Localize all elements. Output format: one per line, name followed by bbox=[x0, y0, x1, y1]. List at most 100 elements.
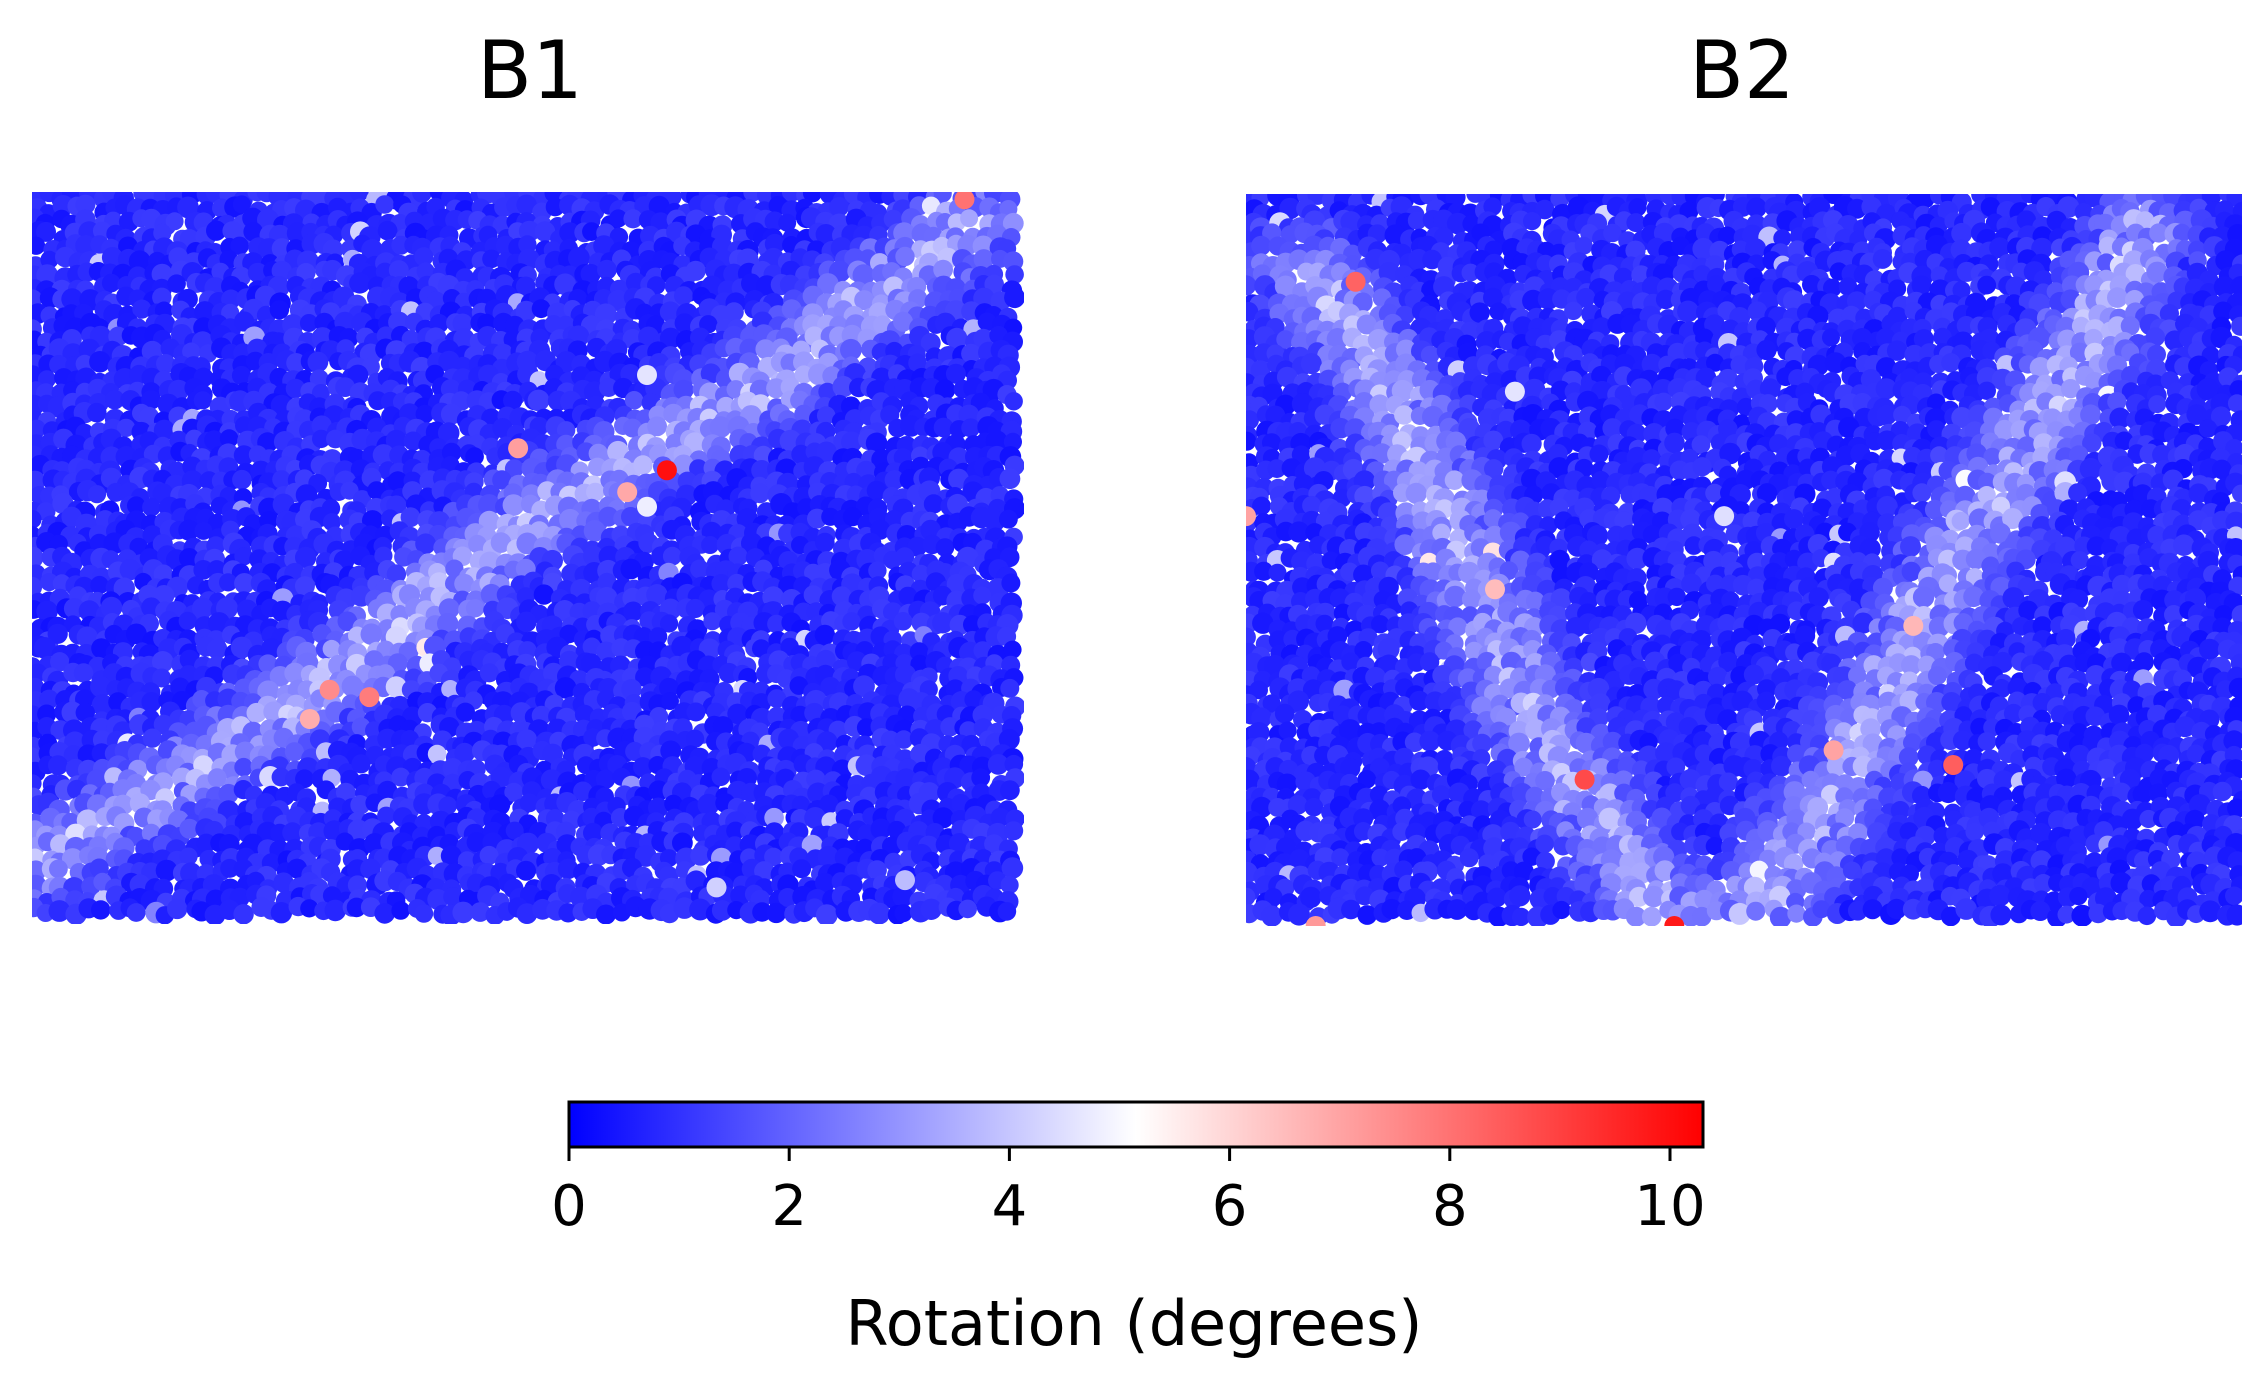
scatter-point-b1 bbox=[222, 664, 243, 685]
scatter-point-b1 bbox=[32, 510, 42, 529]
scatter-point-b1 bbox=[973, 287, 995, 309]
scatter-point-b1 bbox=[960, 209, 979, 228]
scatter-point-b1 bbox=[230, 636, 253, 659]
scatter-point-b1 bbox=[515, 300, 537, 322]
scatter-point-b1 bbox=[269, 300, 290, 320]
scatter-point-b1 bbox=[933, 417, 954, 438]
panel-b2-title: B2 bbox=[1689, 24, 1795, 117]
scatter-point-b1 bbox=[90, 676, 112, 698]
scatter-point-b1 bbox=[179, 548, 200, 569]
scatter-point-b1 bbox=[685, 729, 705, 748]
scatter-point-b1 bbox=[322, 639, 341, 658]
scatter-point-b1 bbox=[87, 402, 107, 423]
scatter-point-b2 bbox=[1626, 213, 1646, 233]
scatter-point-b1 bbox=[792, 859, 812, 879]
scatter-point-b1 bbox=[716, 396, 736, 417]
scatter-point-b1 bbox=[1004, 821, 1024, 841]
scatter-point-b1 bbox=[803, 585, 823, 605]
scatter-point-b1 bbox=[36, 264, 59, 286]
scatter-point-b1 bbox=[141, 692, 162, 712]
scatter-point-b1 bbox=[516, 194, 537, 215]
scatter-point-b1 bbox=[963, 615, 983, 635]
scatter-point-b1 bbox=[415, 404, 435, 424]
scatter-point-b1 bbox=[37, 370, 56, 389]
scatter-point-b1 bbox=[559, 508, 581, 531]
scatter-point-b1 bbox=[818, 382, 837, 401]
scatter-point-b1 bbox=[232, 469, 252, 490]
scatter-point-b1 bbox=[794, 404, 814, 424]
scatter-point-b1 bbox=[815, 224, 837, 245]
scatter-point-b1 bbox=[659, 327, 682, 349]
scatter-point-b1 bbox=[91, 900, 111, 920]
scatter-point-b1 bbox=[647, 416, 667, 437]
scatter-point-b2 bbox=[1251, 235, 1272, 256]
scatter-point-b1 bbox=[347, 364, 369, 386]
scatter-point-b1 bbox=[568, 247, 590, 269]
scatter-point-b1 bbox=[739, 338, 760, 359]
scatter-point-b1 bbox=[1004, 318, 1023, 337]
scatter-point-b1 bbox=[580, 263, 601, 285]
scatter-point-b1 bbox=[351, 754, 371, 774]
scatter-point-b1 bbox=[662, 546, 682, 566]
scatter-point-b1 bbox=[767, 614, 786, 634]
scatter-point-b1 bbox=[234, 573, 255, 594]
scatter-point-b1 bbox=[75, 689, 94, 709]
scatter-point-b1 bbox=[646, 584, 668, 606]
scatter-point-b1 bbox=[75, 194, 96, 215]
scatter-point-b1 bbox=[257, 680, 280, 703]
panel-b2-scatter bbox=[1246, 194, 2242, 926]
scatter-point-b1 bbox=[515, 276, 536, 297]
scatter-point-b1 bbox=[285, 378, 306, 399]
scatter-point-b1 bbox=[895, 547, 915, 567]
scatter-point-b1 bbox=[854, 290, 875, 311]
scatter-point-b1 bbox=[545, 364, 564, 384]
scatter-point-b1 bbox=[999, 468, 1021, 490]
scatter-point-b1 bbox=[908, 353, 927, 373]
scatter-point-b1 bbox=[403, 431, 423, 451]
scatter-point-b1 bbox=[554, 677, 577, 699]
scatter-point-b1 bbox=[895, 664, 916, 686]
scatter-point-b1 bbox=[841, 431, 863, 453]
scatter-point-b1 bbox=[441, 680, 460, 699]
scatter-point-b1 bbox=[32, 236, 46, 255]
scatter-point-b1 bbox=[958, 899, 977, 919]
scatter-point-b1 bbox=[490, 532, 512, 553]
scatter-point-b1 bbox=[207, 768, 227, 788]
scatter-point-b1 bbox=[911, 564, 931, 584]
scatter-point-b1 bbox=[479, 663, 499, 683]
scatter-point-b1 bbox=[153, 419, 175, 441]
scatter-point-b1 bbox=[454, 573, 475, 594]
scatter-point-b1 bbox=[961, 418, 981, 438]
scatter-point-b1 bbox=[623, 418, 643, 438]
scatter-point-b1 bbox=[594, 303, 617, 326]
scatter-point-b1 bbox=[219, 573, 238, 592]
scatter-point-b1 bbox=[47, 623, 68, 644]
scatter-point-b1 bbox=[375, 195, 394, 214]
scatter-point-b1 bbox=[516, 532, 539, 555]
scatter-point-b1 bbox=[126, 903, 146, 922]
scatter-point-b1 bbox=[101, 247, 123, 268]
scatter-point-b1 bbox=[372, 444, 395, 466]
scatter-point-b1 bbox=[478, 494, 501, 517]
scatter-point-b1 bbox=[635, 667, 655, 687]
scatter-point-b1 bbox=[933, 259, 953, 280]
scatter-point-b1 bbox=[728, 546, 748, 566]
scatter-point-b1 bbox=[388, 260, 409, 281]
scatter-point-b1 bbox=[659, 677, 679, 698]
scatter-point-b1 bbox=[840, 338, 862, 361]
scatter-point-b1 bbox=[247, 262, 268, 283]
scatter-point-b1 bbox=[621, 679, 642, 700]
scatter-point-b1 bbox=[621, 507, 641, 527]
scatter-point-b1 bbox=[193, 560, 214, 580]
scatter-point-b1 bbox=[789, 676, 809, 695]
hot-point-b1-6 bbox=[954, 192, 975, 210]
scatter-point-b1 bbox=[234, 311, 255, 332]
scatter-point-b1 bbox=[685, 598, 705, 619]
scatter-point-b1 bbox=[32, 546, 44, 569]
scatter-point-b1 bbox=[1004, 392, 1023, 411]
scatter-point-b1 bbox=[312, 429, 331, 449]
scatter-point-b1 bbox=[153, 223, 172, 243]
scatter-point-b1 bbox=[598, 506, 619, 527]
scatter-point-b2 bbox=[2107, 287, 2128, 308]
scatter-point-b1 bbox=[48, 755, 68, 776]
